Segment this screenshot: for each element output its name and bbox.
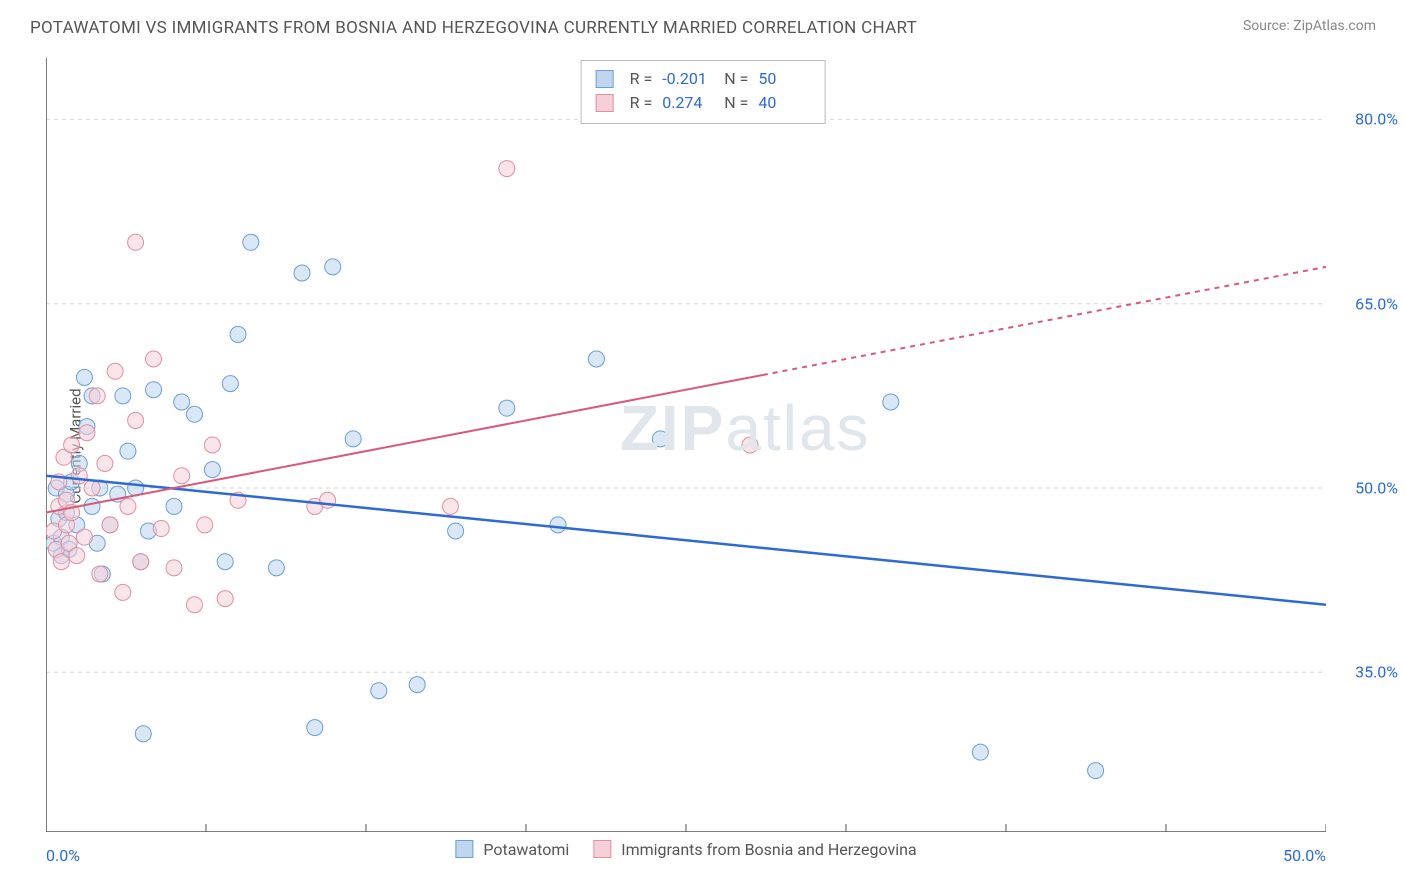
y-tick-label: 65.0% xyxy=(1355,294,1398,313)
legend-item-potawatomi: Potawatomi xyxy=(455,840,569,859)
chart-area xyxy=(46,58,1326,832)
stats-n-value: 40 xyxy=(758,91,810,115)
legend-item-bosnia: Immigrants from Bosnia and Herzegovina xyxy=(593,840,916,859)
source-label: Source: ZipAtlas.com xyxy=(1243,18,1376,34)
stats-r-label: R = xyxy=(630,67,653,91)
y-tick-label: 80.0% xyxy=(1355,110,1398,129)
legend-label: Potawatomi xyxy=(483,840,569,859)
scatter-chart xyxy=(46,58,1326,832)
legend-label: Immigrants from Bosnia and Herzegovina xyxy=(621,840,916,859)
stats-swatch-icon xyxy=(596,70,614,88)
series-legend: Potawatomi Immigrants from Bosnia and He… xyxy=(455,840,916,859)
legend-swatch-icon xyxy=(593,840,611,858)
x-axis-max-label: 50.0% xyxy=(1283,846,1326,865)
page-title: POTAWATOMI VS IMMIGRANTS FROM BOSNIA AND… xyxy=(30,18,917,38)
y-axis-ticks: 80.0% 65.0% 50.0% 35.0% xyxy=(1338,58,1398,832)
x-axis-row: 0.0% Potawatomi Immigrants from Bosnia a… xyxy=(46,840,1326,880)
legend-swatch-icon xyxy=(455,840,473,858)
stats-r-value: 0.274 xyxy=(662,91,714,115)
stats-row-bosnia: R = 0.274 N = 40 xyxy=(596,91,811,115)
stats-r-label: R = xyxy=(630,91,653,115)
stats-box: R = -0.201 N = 50 R = 0.274 N = 40 xyxy=(581,60,826,124)
stats-swatch-icon xyxy=(596,94,614,112)
stats-n-value: 50 xyxy=(758,67,810,91)
x-axis-min-label: 0.0% xyxy=(46,846,80,865)
y-tick-label: 35.0% xyxy=(1355,663,1398,682)
stats-row-potawatomi: R = -0.201 N = 50 xyxy=(596,67,811,91)
stats-r-value: -0.201 xyxy=(662,67,714,91)
y-tick-label: 50.0% xyxy=(1355,479,1398,498)
stats-n-label: N = xyxy=(724,67,748,91)
stats-n-label: N = xyxy=(724,91,748,115)
